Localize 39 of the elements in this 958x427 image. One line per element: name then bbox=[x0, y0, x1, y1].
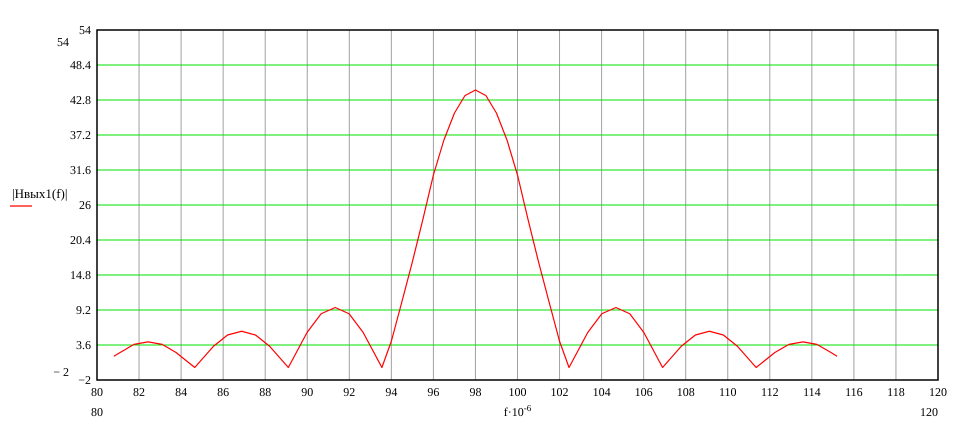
y-tick-label: 42.8 bbox=[70, 93, 91, 108]
y-tick-label: 20.4 bbox=[70, 233, 91, 248]
y-tick-label: 3.6 bbox=[76, 338, 91, 352]
x-axis-title: f·10$^{-6}$ bbox=[504, 403, 532, 419]
text: − 2 bbox=[53, 365, 69, 379]
x-tick-label: 110 bbox=[718, 385, 737, 399]
text: 80 bbox=[91, 405, 103, 419]
x-tick-label: 108 bbox=[676, 385, 695, 399]
y-tick-label: 54 bbox=[79, 23, 91, 38]
x-tick-label: 98 bbox=[469, 385, 482, 399]
x-tick-label: 114 bbox=[803, 385, 821, 399]
x-tick-label: 92 bbox=[343, 385, 356, 399]
x-tick-label: 104 bbox=[592, 385, 611, 399]
text: 120 bbox=[920, 405, 938, 419]
x-tick-label: 102 bbox=[550, 385, 569, 399]
y-tick-label: −2 bbox=[78, 373, 91, 388]
x-tick-label: 84 bbox=[175, 385, 188, 399]
x-tick-label: 116 bbox=[845, 385, 863, 399]
line-series bbox=[113, 89, 838, 368]
x-tick-label: 100 bbox=[508, 385, 526, 399]
y-tick-label: 31.6 bbox=[70, 163, 91, 178]
x-tick-label: 112 bbox=[761, 385, 779, 399]
y-tick-label: 26 bbox=[79, 198, 91, 212]
y-tick-label: 48.4 bbox=[70, 58, 91, 72]
x-tick-label: 96 bbox=[427, 385, 440, 399]
text: |Hвых1(f)| bbox=[12, 186, 68, 201]
text: 54 bbox=[57, 35, 69, 49]
x-tick-label: 82 bbox=[133, 385, 146, 399]
y-tick-label: 37.2 bbox=[70, 128, 91, 142]
y-tick-label: 14.8 bbox=[70, 268, 91, 282]
x-tick-label: 94 bbox=[385, 385, 398, 399]
x-tick-label: 118 bbox=[887, 385, 905, 399]
x-tick-label: 88 bbox=[259, 385, 272, 399]
y-tick-label: 9.2 bbox=[76, 303, 91, 318]
x-tick-label: 106 bbox=[634, 385, 653, 399]
x-tick-label: 90 bbox=[301, 385, 314, 399]
x-tick-label: 120 bbox=[929, 385, 947, 399]
x-tick-label: 80 bbox=[91, 385, 103, 399]
x-tick-label: 86 bbox=[217, 385, 230, 399]
